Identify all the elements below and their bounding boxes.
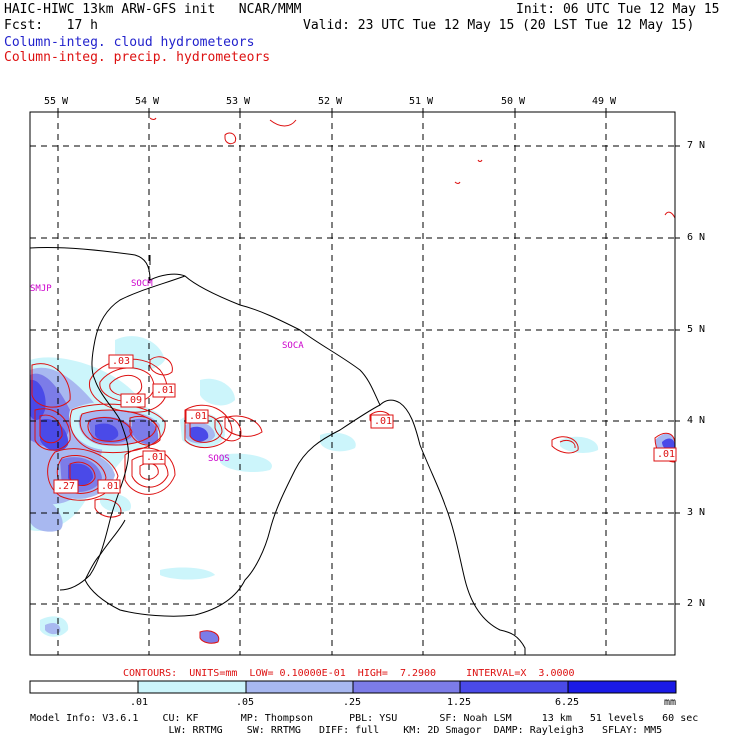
station-label: SOCA — [282, 341, 304, 351]
precip-contours — [31, 117, 676, 644]
init-time: Init: 06 UTC Tue 12 May 15 — [516, 2, 720, 17]
legend-cloud: Column-integ. cloud hydrometeors — [4, 35, 255, 50]
contour-label: .01 — [156, 385, 175, 396]
coastlines — [29, 246, 526, 655]
lon-label: 53 W — [226, 96, 251, 107]
lat-label: 3 N — [687, 507, 706, 518]
lat-label: 5 N — [687, 324, 706, 335]
model-info-line1: Model Info: V3.6.1 CU: KF MP: Thompson P… — [30, 713, 699, 724]
contour-label: .01 — [657, 449, 676, 460]
contour-label: .27 — [57, 481, 76, 492]
contour-label: .03 — [112, 356, 131, 367]
lon-label: 50 W — [501, 96, 526, 107]
lon-label: 55 W — [44, 96, 69, 107]
contour-label: .01 — [374, 416, 393, 427]
colorbar-tick: .25 — [343, 697, 362, 708]
colorbar-tick: .05 — [236, 697, 255, 708]
lon-label: 49 W — [592, 96, 617, 107]
forecast-hour: Fcst: 17 h — [4, 18, 98, 33]
lat-label: 6 N — [687, 232, 706, 243]
lon-label: 54 W — [135, 96, 160, 107]
colorbar-tick: 1.25 — [447, 697, 472, 708]
valid-time: Valid: 23 UTC Tue 12 May 15 (20 LST Tue … — [303, 18, 695, 33]
colorbar-tick: .01 — [130, 697, 149, 708]
colorbar — [29, 680, 677, 694]
axis-ticks — [57, 108, 680, 605]
contour-label-boxes — [53, 354, 677, 494]
legend-precip: Column-integ. precip. hydrometeors — [4, 50, 271, 65]
contours-info: CONTOURS: UNITS=mm LOW= 0.10000E-01 HIGH… — [123, 668, 575, 679]
colorbar-tick: 6.25 — [555, 697, 580, 708]
model-info-line2: LW: RRTMG SW: RRTMG DIFF: full KM: 2D Sm… — [30, 725, 663, 736]
station-label: SOCM — [131, 279, 153, 289]
lat-label: 7 N — [687, 140, 706, 151]
contour-label: .01 — [101, 481, 120, 492]
colorbar-unit: mm — [664, 697, 677, 708]
cloud-shading — [30, 336, 675, 644]
station-label: SMJP — [30, 284, 52, 294]
lat-lon-grid — [30, 112, 675, 655]
plot-title: HAIC-HIWC 13km ARW-GFS init NCAR/MMM — [4, 2, 302, 17]
lat-label: 4 N — [687, 415, 706, 426]
lat-label: 2 N — [687, 598, 706, 609]
lon-label: 52 W — [318, 96, 343, 107]
lon-label: 51 W — [409, 96, 434, 107]
contour-label: .01 — [189, 411, 208, 422]
contour-label: .09 — [124, 395, 143, 406]
map-frame — [29, 111, 676, 656]
station-label: SOOS — [208, 454, 230, 464]
contour-label: .01 — [146, 452, 165, 463]
